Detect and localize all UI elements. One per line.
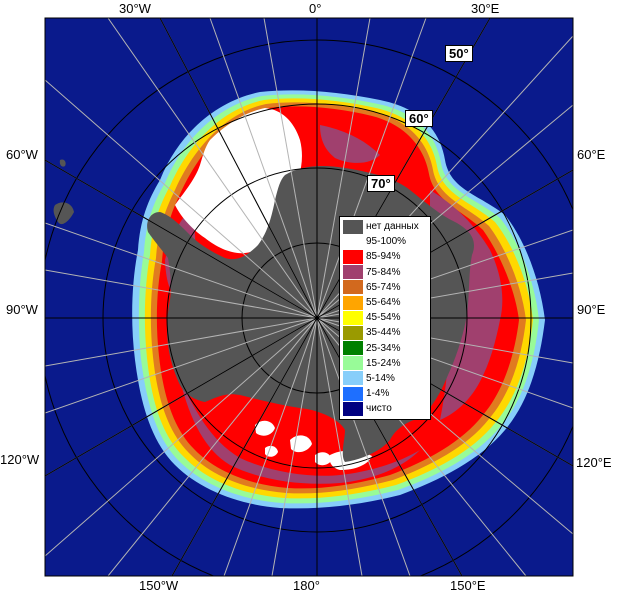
map-frame bbox=[44, 17, 574, 577]
lon-label-30e: 30°E bbox=[471, 1, 500, 16]
legend-label: 1-4% bbox=[366, 388, 390, 400]
ice-95-100-patch3 bbox=[315, 452, 332, 466]
legend-swatch bbox=[343, 386, 363, 401]
legend-swatch bbox=[343, 401, 363, 416]
lon-label-120w: 120°W bbox=[0, 452, 40, 467]
legend-label: 15-24% bbox=[366, 357, 401, 369]
legend-item: 15-24% bbox=[340, 356, 430, 371]
legend-swatch bbox=[343, 295, 363, 310]
lon-label-60w: 60°W bbox=[6, 147, 38, 162]
lon-label-60e: 60°E bbox=[577, 147, 606, 162]
land-south-america-tip bbox=[53, 202, 74, 225]
legend-item: 45-54% bbox=[340, 310, 430, 325]
legend-item: 55-64% bbox=[340, 295, 430, 310]
legend-label: 45-54% bbox=[366, 312, 401, 324]
legend-item: 1-4% bbox=[340, 386, 430, 401]
legend-label: 55-64% bbox=[366, 297, 401, 309]
lat-label-50: 50° bbox=[445, 45, 473, 62]
legend-item: 25-34% bbox=[340, 341, 430, 356]
legend-swatch bbox=[343, 325, 363, 340]
legend-label: чисто bbox=[366, 403, 392, 415]
legend-item: 5-14% bbox=[340, 371, 430, 386]
legend-swatch bbox=[343, 371, 363, 386]
lon-label-90w: 90°W bbox=[6, 302, 38, 317]
legend-label: 85-94% bbox=[366, 251, 401, 263]
legend-swatch bbox=[343, 341, 363, 356]
lon-label-180: 180° bbox=[293, 578, 320, 593]
legend-label: 75-84% bbox=[366, 266, 401, 278]
legend-item: нет данных bbox=[340, 219, 430, 234]
legend-swatch bbox=[343, 310, 363, 325]
legend-swatch bbox=[343, 265, 363, 280]
ice-75-84-north bbox=[320, 125, 380, 163]
legend-item: 85-94% bbox=[340, 249, 430, 264]
lat-label-60: 60° bbox=[405, 110, 433, 127]
legend-swatch bbox=[343, 234, 363, 249]
legend-label: 35-44% bbox=[366, 327, 401, 339]
legend-item: чисто bbox=[340, 401, 430, 416]
lon-label-30w: 30°W bbox=[119, 1, 151, 16]
lon-label-0: 0° bbox=[309, 1, 322, 16]
lon-label-120e: 120°E bbox=[576, 455, 612, 470]
legend-label: 5-14% bbox=[366, 372, 395, 384]
legend-swatch bbox=[343, 219, 363, 234]
lon-label-150w: 150°W bbox=[139, 578, 179, 593]
legend-item: 75-84% bbox=[340, 265, 430, 280]
land-island-west bbox=[59, 159, 66, 167]
legend-label: 65-74% bbox=[366, 281, 401, 293]
legend-label: 25-34% bbox=[366, 342, 401, 354]
lat-label-70: 70° bbox=[367, 175, 395, 192]
legend-item: 65-74% bbox=[340, 280, 430, 295]
legend-item: 35-44% bbox=[340, 325, 430, 340]
lon-label-90e: 90°E bbox=[577, 302, 606, 317]
ice-95-100-patch1 bbox=[255, 420, 275, 436]
legend-swatch bbox=[343, 280, 363, 295]
concentration-legend: нет данных 95-100% 85-94% 75-84% 65-74% 55-64… bbox=[339, 216, 431, 421]
legend-item: 95-100% bbox=[340, 234, 430, 249]
legend-swatch bbox=[343, 249, 363, 264]
lon-label-150e: 150°E bbox=[450, 578, 486, 593]
legend-swatch bbox=[343, 356, 363, 371]
legend-label: 95-100% bbox=[366, 236, 407, 248]
legend-label: нет данных bbox=[366, 221, 419, 233]
